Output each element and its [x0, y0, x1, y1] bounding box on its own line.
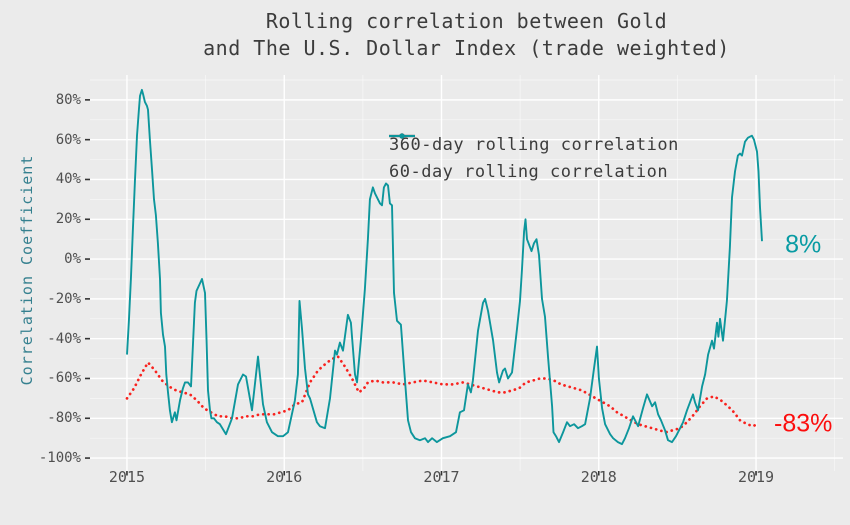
- legend-label: 60-day rolling correlation: [389, 161, 669, 182]
- x-tick-label: 2018: [580, 468, 617, 486]
- legend-key-icon: [389, 133, 415, 139]
- y-tick-label: 80%: [55, 91, 81, 108]
- y-tick-label: 40%: [55, 171, 81, 188]
- chart-title-line1: Rolling correlation between Gold: [265, 9, 668, 33]
- legend-item: 360-day rolling correlation: [389, 131, 679, 158]
- panel-background: [90, 75, 843, 471]
- series-60day: [126, 88, 763, 446]
- chart-title: Rolling correlation between Gold and The…: [90, 8, 843, 62]
- y-tick-label: 60%: [55, 131, 81, 148]
- x-tick-label: 2019: [737, 468, 775, 486]
- y-tick-label: -20%: [47, 290, 81, 307]
- x-tick-label: 2017: [423, 468, 460, 486]
- x-tick-label: 2016: [266, 468, 303, 486]
- y-axis-title: Correlation Coefficient: [18, 154, 36, 386]
- y-tick-label: -80%: [47, 410, 81, 427]
- annotation-last-value: -83%: [774, 409, 833, 438]
- legend-item: 60-day rolling correlation: [389, 133, 679, 185]
- y-tick-label: -60%: [47, 370, 81, 387]
- x-tick-label: 2015: [108, 468, 146, 486]
- y-tick-label: -100%: [38, 450, 81, 467]
- annotation-last-value: 8%: [785, 230, 822, 259]
- y-tick-label: 0%: [64, 251, 81, 268]
- y-tick-label: 20%: [55, 211, 81, 228]
- y-tick-label: -40%: [47, 330, 81, 347]
- series-360day: [125, 355, 759, 434]
- chart-title-line2: and The U.S. Dollar Index (trade weighte…: [203, 36, 730, 60]
- legend-label: 360-day rolling correlation: [389, 134, 679, 155]
- legend: 360-day rolling correlation 60-day rollin…: [389, 131, 679, 185]
